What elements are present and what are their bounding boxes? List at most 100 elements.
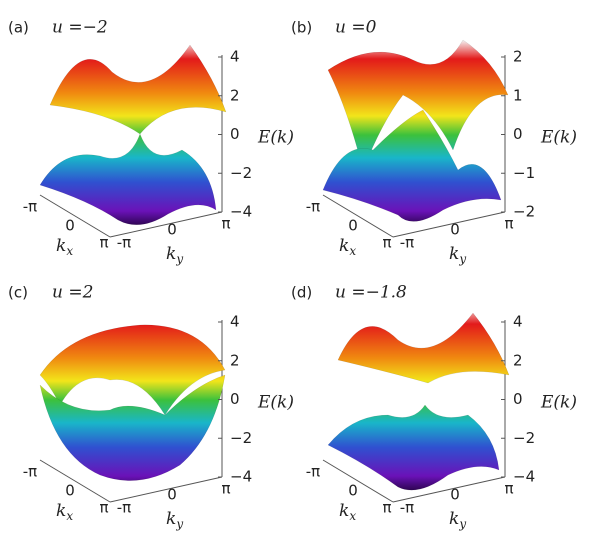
parameter: u =−1.8 (335, 283, 407, 303)
panel-label: (c) (8, 284, 28, 302)
parameter: u =0 (335, 18, 377, 38)
z-tick-label: −2 (513, 429, 535, 447)
kx-subscript: x (349, 509, 356, 523)
kx-symbol: k (339, 501, 349, 521)
z-tick-label: −2 (230, 164, 252, 182)
ky-subscript: y (458, 252, 466, 266)
z-tick-label: 0 (513, 390, 523, 408)
z-tick-label: −2 (513, 203, 535, 221)
kx-tick-label: 0 (348, 217, 358, 235)
kx-tick-label: π (99, 234, 108, 252)
axis-line (39, 194, 111, 238)
ky-subscript: y (175, 517, 183, 531)
z-tick-label: 0 (230, 125, 240, 143)
kx-symbol: k (56, 501, 66, 521)
band-surface (49, 44, 227, 135)
ky-tick-label: -π (117, 234, 131, 252)
kx-tick-label: 0 (348, 482, 358, 500)
kx-tick-label: -π (306, 463, 320, 481)
ky-tick-label: 0 (167, 221, 177, 239)
band-surface (327, 404, 500, 491)
ky-tick-label: -π (400, 499, 414, 517)
z-tick-label: 1 (513, 86, 523, 104)
ky-tick-label: 0 (450, 486, 460, 504)
z-axis-label: E(k) (257, 393, 294, 413)
ky-axis-label: ky (449, 509, 466, 531)
axis-line (109, 476, 223, 503)
kx-axis-label: kx (339, 236, 356, 258)
ky-tick-label: π (221, 215, 230, 233)
ky-axis-label: ky (166, 509, 183, 531)
kx-subscript: x (66, 509, 73, 523)
z-axis-label: E(k) (540, 128, 577, 148)
kx-tick-label: π (382, 499, 391, 517)
band-surface (322, 109, 502, 222)
parameter: u =2 (52, 283, 93, 303)
kx-tick-label: -π (306, 198, 320, 216)
ky-tick-label: -π (400, 234, 414, 252)
ky-tick-label: -π (117, 499, 131, 517)
kx-symbol: k (56, 236, 66, 256)
ky-subscript: y (175, 252, 183, 266)
panel-label: (a) (8, 19, 29, 37)
z-tick-label: −2 (230, 429, 252, 447)
z-tick-label: −4 (513, 468, 535, 486)
z-tick-label: 0 (513, 125, 523, 143)
axis-line (322, 459, 394, 503)
kx-tick-label: π (382, 234, 391, 252)
ky-axis-label: ky (166, 244, 183, 266)
panel-label: (d) (291, 284, 312, 302)
band-surface (337, 312, 510, 384)
kx-tick-label: -π (23, 463, 37, 481)
ky-symbol: k (449, 509, 459, 529)
ky-axis-label: ky (449, 244, 466, 266)
ky-subscript: y (458, 517, 466, 531)
z-tick-label: −1 (513, 164, 535, 182)
ky-tick-label: 0 (167, 486, 177, 504)
z-tick-label: −4 (230, 203, 252, 221)
axis-line (322, 194, 394, 238)
parameter: u =−2 (52, 18, 108, 38)
ky-symbol: k (449, 244, 459, 264)
ky-symbol: k (166, 509, 176, 529)
kx-tick-label: 0 (65, 482, 75, 500)
z-tick-label: 2 (513, 48, 523, 66)
kx-tick-label: π (99, 499, 108, 517)
z-tick-label: −4 (230, 468, 252, 486)
z-tick-label: 2 (230, 86, 240, 104)
ky-tick-label: π (221, 480, 230, 498)
kx-symbol: k (339, 236, 349, 256)
panel-label: (b) (291, 19, 312, 37)
z-tick-label: 4 (513, 313, 523, 331)
ky-tick-label: 0 (450, 221, 460, 239)
ky-tick-label: π (504, 480, 513, 498)
z-axis-label: E(k) (540, 393, 577, 413)
kx-axis-label: kx (339, 501, 356, 523)
kx-subscript: x (66, 244, 73, 258)
band-surface (39, 133, 217, 226)
axis-line (109, 211, 223, 238)
axis-line (39, 459, 111, 503)
z-tick-label: 2 (513, 351, 523, 369)
axis-line (392, 476, 506, 503)
kx-subscript: x (349, 244, 356, 258)
z-tick-label: 4 (230, 48, 240, 66)
z-tick-label: 0 (230, 390, 240, 408)
kx-tick-label: 0 (65, 217, 75, 235)
z-axis-label: E(k) (257, 128, 294, 148)
z-tick-label: 4 (230, 313, 240, 331)
band-surface (39, 324, 226, 416)
ky-symbol: k (166, 244, 176, 264)
kx-axis-label: kx (56, 236, 73, 258)
ky-tick-label: π (504, 215, 513, 233)
z-tick-label: 2 (230, 351, 240, 369)
band-surface (39, 374, 226, 481)
kx-axis-label: kx (56, 501, 73, 523)
axis-line (392, 211, 506, 238)
kx-tick-label: -π (23, 198, 37, 216)
